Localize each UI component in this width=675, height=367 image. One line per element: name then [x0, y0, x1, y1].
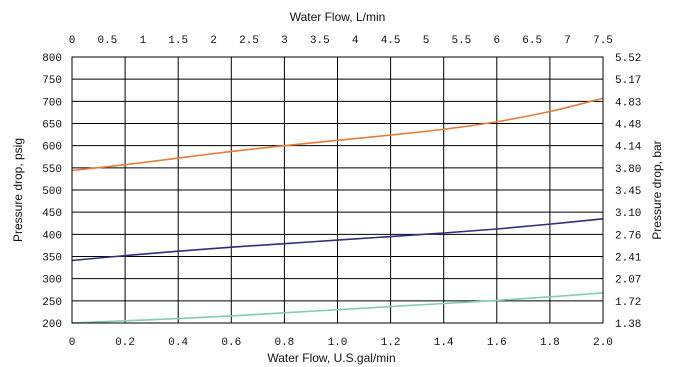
bottom-x-tick-label: 1.8 — [540, 337, 560, 349]
top-x-tick-label: 2 — [210, 35, 217, 47]
left-y-tick-label: 500 — [42, 186, 62, 198]
bottom-x-tick-label: 1.2 — [381, 337, 401, 349]
right-y-tick-label: 4.83 — [615, 97, 641, 109]
bottom-x-tick-label: 0.4 — [168, 337, 188, 349]
bottom-x-tick-label: 1.4 — [434, 337, 454, 349]
left-y-tick-label: 600 — [42, 142, 62, 154]
top-x-tick-label: 5.5 — [451, 35, 471, 47]
left-y-tick-label: 250 — [42, 297, 62, 309]
left-y-tick-label: 700 — [42, 97, 62, 109]
right-y-tick-label: 5.17 — [615, 75, 641, 87]
bottom-x-tick-label: 0.6 — [221, 337, 241, 349]
right-y-tick-label: 2.07 — [615, 275, 641, 287]
series-line — [71, 218, 604, 262]
right-y-tick-label: 4.48 — [615, 120, 641, 132]
top-x-tick-label: 3 — [281, 35, 288, 47]
tick-labels: 0 0.2 0.4 0.6 0.8 1.0 1.2 1.4 1.6 1.8 2.0 0 0.5 1 1.5 2… — [42, 35, 642, 349]
left-y-tick-label: 550 — [42, 164, 62, 176]
left-y-tick-label: 300 — [42, 275, 62, 287]
top-x-tick-label: 5 — [423, 35, 430, 47]
left-y-tick-label: 650 — [42, 120, 62, 132]
right-y-tick-label: 3.80 — [615, 164, 641, 176]
left-y-tick-label: 450 — [42, 208, 62, 220]
right-y-axis-title: Pressure drop, bar — [650, 140, 664, 239]
series-line — [71, 292, 604, 324]
right-y-tick-label: 3.10 — [615, 208, 641, 220]
left-y-tick-label: 350 — [42, 253, 62, 265]
right-y-tick-label: 1.38 — [615, 319, 641, 331]
right-y-tick-label: 5.52 — [615, 53, 641, 65]
top-x-tick-label: 1 — [139, 35, 146, 47]
left-y-tick-label: 800 — [42, 53, 62, 65]
right-y-tick-label: 2.41 — [615, 253, 642, 265]
bottom-x-tick-label: 1.6 — [487, 337, 507, 349]
top-x-tick-label: 7.5 — [593, 35, 613, 47]
bottom-x-axis-title: Water Flow, U.S.gal/min — [267, 351, 395, 365]
left-y-tick-label: 400 — [42, 230, 62, 242]
top-x-tick-label: 4 — [352, 35, 359, 47]
top-x-tick-label: 6.5 — [522, 35, 542, 47]
right-y-tick-label: 1.72 — [615, 297, 641, 309]
top-x-tick-label: 1.5 — [168, 35, 188, 47]
series-line — [71, 97, 604, 172]
top-x-tick-label: 2.5 — [239, 35, 259, 47]
right-y-tick-label: 2.76 — [615, 230, 641, 242]
right-y-tick-label: 3.45 — [615, 186, 641, 198]
left-y-tick-label: 200 — [42, 319, 62, 331]
top-x-tick-label: 0 — [69, 35, 76, 47]
top-x-tick-label: 7 — [564, 35, 571, 47]
top-x-tick-label: 4.5 — [381, 35, 401, 47]
top-x-axis-title: Water Flow, L/min — [290, 10, 386, 24]
bottom-x-tick-label: 0 — [69, 337, 76, 349]
bottom-x-tick-label: 0.8 — [274, 337, 294, 349]
bottom-x-tick-label: 1.0 — [328, 337, 348, 349]
right-y-tick-label: 4.14 — [615, 142, 642, 154]
left-y-tick-label: 750 — [42, 75, 62, 87]
top-x-tick-label: 0.5 — [97, 35, 117, 47]
top-x-tick-label: 6 — [493, 35, 500, 47]
bottom-x-tick-label: 2.0 — [593, 337, 613, 349]
bottom-x-tick-label: 0.2 — [115, 337, 135, 349]
top-x-tick-label: 3.5 — [310, 35, 330, 47]
left-y-axis-title: Pressure drop, psig — [11, 138, 25, 242]
grid-lines — [72, 57, 603, 323]
plot-frame — [71, 56, 604, 324]
series-lines — [71, 97, 604, 324]
